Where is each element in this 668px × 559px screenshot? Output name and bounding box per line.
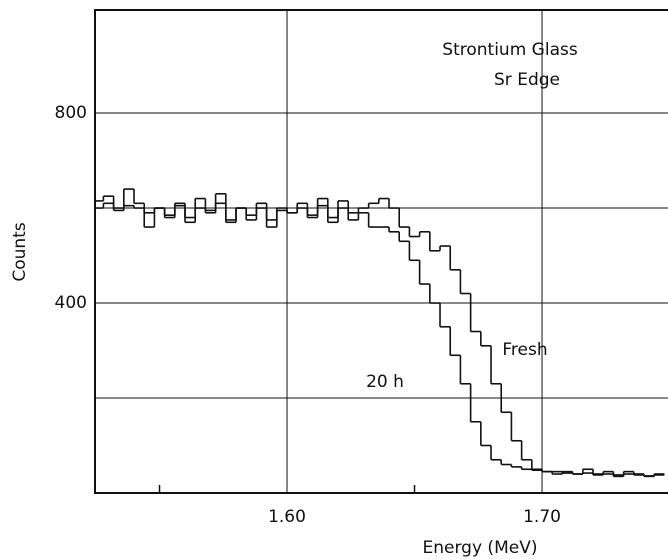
- x-tick-label: 1.60: [268, 507, 306, 527]
- annotation: Strontium Glass: [442, 40, 578, 60]
- histograms: [95, 188, 665, 478]
- annotation: Sr Edge: [494, 70, 560, 90]
- y-tick-label: 400: [55, 293, 87, 313]
- grid: [95, 10, 668, 493]
- annotation: 20 h: [366, 372, 404, 392]
- x-tick-label: 1.70: [523, 507, 561, 527]
- annotation: Fresh: [502, 340, 547, 360]
- y-axis-label: Counts: [10, 222, 30, 281]
- x-axis-label: Energy (MeV): [423, 538, 538, 558]
- plot-frame: [94, 9, 668, 494]
- y-tick-label: 800: [55, 103, 87, 123]
